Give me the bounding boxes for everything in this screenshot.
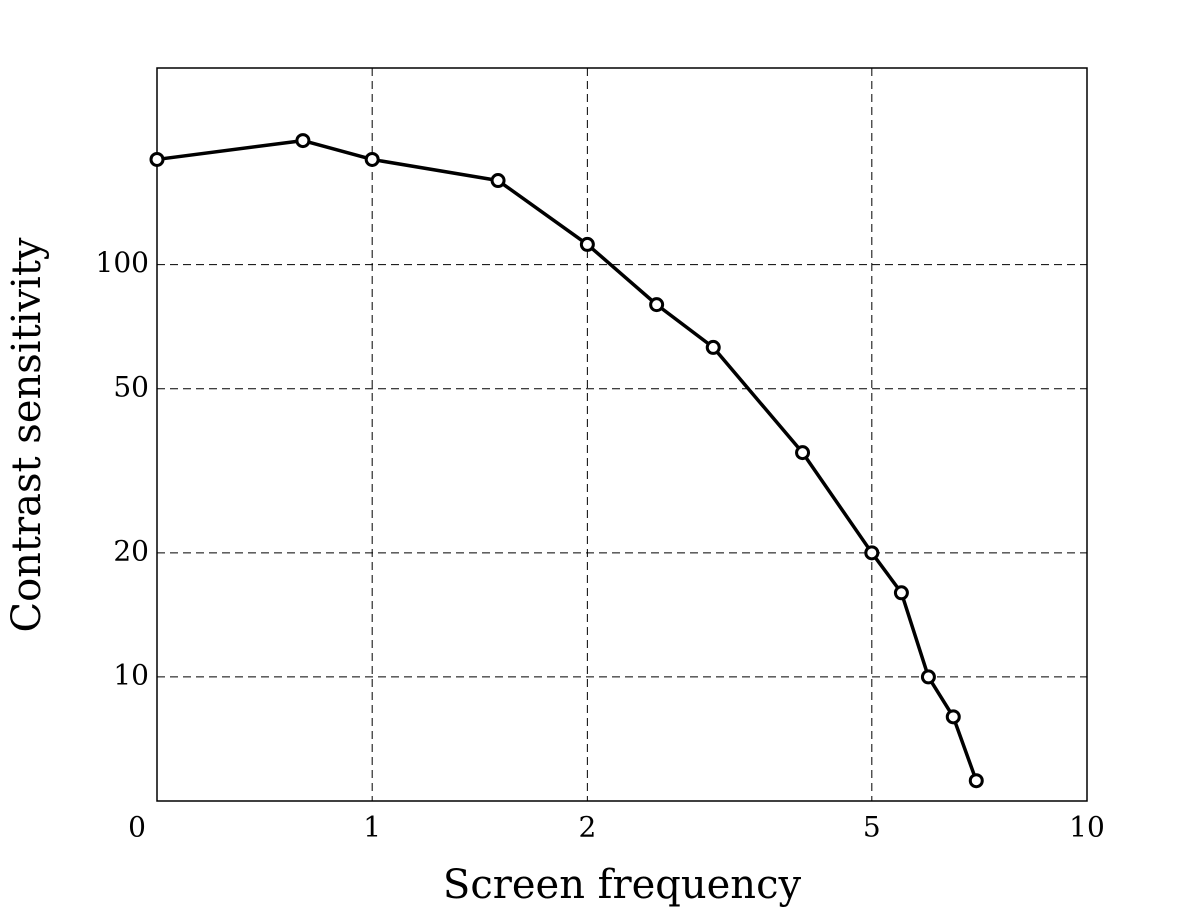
data-point [968, 773, 984, 789]
x-tick-label: 10 [1069, 811, 1105, 844]
y-axis-title: Contrast sensitivity [4, 237, 50, 632]
plot-frame [156, 67, 1088, 802]
data-point [649, 297, 665, 313]
x-tick-label: 2 [578, 811, 596, 844]
data-point [579, 236, 595, 252]
data-point [295, 133, 311, 149]
data-point [364, 151, 380, 167]
data-point [490, 173, 506, 189]
data-point [893, 585, 909, 601]
x-axis-title: Screen frequency [443, 862, 802, 908]
x-tick-label: 5 [863, 811, 881, 844]
data-point [864, 545, 880, 561]
data-point [705, 339, 721, 355]
x-tick-label: 1 [363, 811, 381, 844]
data-point [945, 709, 961, 725]
y-tick-label: 50 [113, 370, 149, 403]
data-point [920, 669, 936, 685]
y-tick-label: 10 [113, 658, 149, 691]
x-tick-label: 0 [128, 811, 146, 844]
y-tick-label: 20 [113, 534, 149, 567]
y-tick-label: 100 [96, 246, 149, 279]
data-point [149, 151, 165, 167]
data-point [795, 445, 811, 461]
data-line [156, 138, 978, 782]
